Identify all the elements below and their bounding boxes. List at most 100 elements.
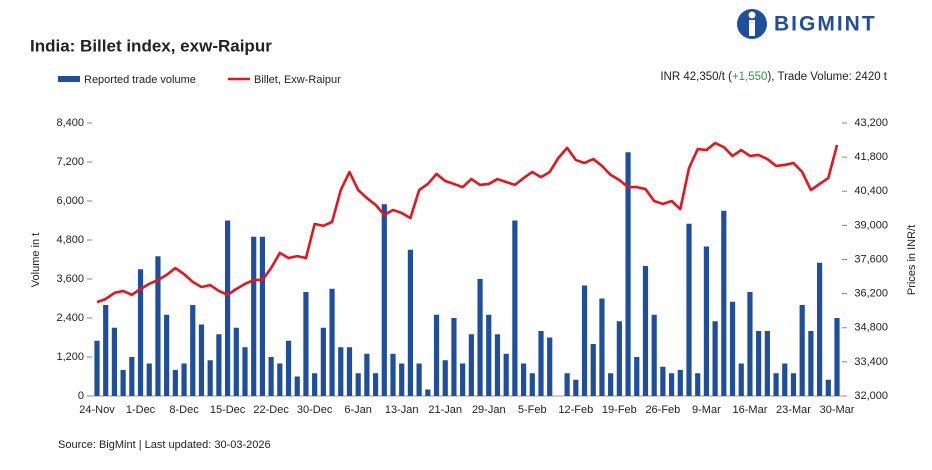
bar bbox=[494, 334, 501, 396]
bar bbox=[773, 373, 779, 396]
bar bbox=[164, 314, 170, 396]
bar bbox=[120, 370, 126, 396]
bar bbox=[695, 373, 701, 396]
bar bbox=[451, 318, 457, 396]
bar bbox=[294, 376, 300, 396]
logo-icon bbox=[737, 9, 767, 39]
bar bbox=[303, 292, 309, 396]
bar bbox=[599, 298, 605, 396]
y-tick-label: 1,200 bbox=[56, 351, 84, 363]
legend-swatch bbox=[58, 76, 80, 82]
x-tick-label: 5-Feb bbox=[518, 404, 547, 416]
bar bbox=[660, 366, 666, 396]
legend-label: Reported trade volume bbox=[84, 74, 196, 86]
bar bbox=[259, 236, 266, 396]
bar bbox=[329, 288, 335, 396]
y2-tick-label: 39,000 bbox=[854, 219, 888, 231]
bar bbox=[834, 318, 840, 396]
bar bbox=[590, 344, 596, 396]
bar bbox=[111, 327, 118, 396]
bar bbox=[172, 370, 178, 396]
bar bbox=[146, 363, 152, 396]
x-tick-label: 6-Jan bbox=[344, 404, 372, 416]
y2-tick-label: 33,400 bbox=[854, 356, 888, 368]
bar bbox=[277, 363, 283, 396]
legend-label: Billet, Exw-Raipur bbox=[254, 74, 341, 86]
brand: BIGMINT bbox=[774, 13, 877, 36]
bar bbox=[729, 301, 736, 396]
bar bbox=[808, 331, 814, 396]
source: Source: BigMint | Last updated: 30-03-20… bbox=[58, 439, 271, 451]
x-tick-label: 8-Dec bbox=[169, 404, 199, 416]
x-tick-label: 21-Jan bbox=[428, 404, 462, 416]
bar bbox=[825, 379, 831, 396]
x-tick-label: 9-Mar bbox=[692, 404, 721, 416]
bar bbox=[460, 363, 466, 396]
bar bbox=[224, 220, 231, 396]
y-tick-label: 8,400 bbox=[56, 117, 84, 129]
bar bbox=[137, 269, 144, 396]
bar bbox=[312, 373, 318, 396]
bar bbox=[564, 373, 570, 396]
y2-tick-label: 41,800 bbox=[854, 151, 888, 163]
annotation: INR 42,350/t (+1,550), Trade Volume: 242… bbox=[660, 71, 887, 83]
y2-axis-label: Prices in INR/t bbox=[906, 225, 918, 295]
bar bbox=[738, 363, 744, 396]
bar bbox=[346, 347, 353, 396]
bar bbox=[764, 331, 770, 396]
bar bbox=[242, 347, 248, 396]
bar bbox=[268, 357, 274, 396]
y-tick-label: 3,600 bbox=[56, 273, 84, 285]
y-tick-label: 0 bbox=[78, 390, 84, 402]
bar bbox=[442, 360, 448, 396]
bar bbox=[668, 373, 675, 396]
annotation-change: +1,550 bbox=[732, 71, 768, 83]
x-tick-label: 23-Mar bbox=[776, 404, 811, 416]
bar bbox=[581, 285, 588, 396]
y2-tick-label: 37,600 bbox=[854, 253, 888, 265]
bar bbox=[468, 334, 474, 396]
bar bbox=[103, 305, 109, 396]
bar bbox=[390, 353, 396, 396]
x-tick-label: 30-Dec bbox=[297, 404, 333, 416]
bar bbox=[198, 324, 205, 396]
annotation-part: INR 42,350/t ( bbox=[660, 71, 732, 83]
bar bbox=[207, 360, 213, 396]
bar bbox=[756, 331, 762, 396]
x-tick-label: 16-Mar bbox=[733, 404, 768, 416]
x-tick-label: 29-Jan bbox=[472, 404, 506, 416]
y-tick-label: 6,000 bbox=[56, 195, 84, 207]
bar bbox=[677, 370, 683, 396]
y2-tick-label: 40,400 bbox=[854, 185, 888, 197]
bar bbox=[816, 262, 823, 396]
bar bbox=[625, 152, 631, 396]
y2-tick-label: 36,200 bbox=[854, 288, 888, 300]
bar bbox=[538, 331, 544, 396]
bar bbox=[520, 363, 527, 396]
annotation-part: ), Trade Volume: 2420 t bbox=[767, 71, 887, 83]
y-axis-label: Volume in t bbox=[30, 233, 42, 287]
bar bbox=[425, 389, 431, 396]
bar bbox=[512, 220, 518, 396]
bar bbox=[233, 327, 239, 396]
bar bbox=[320, 327, 326, 396]
bar bbox=[747, 292, 753, 396]
bar bbox=[703, 246, 710, 396]
bar bbox=[285, 340, 292, 396]
bar bbox=[216, 334, 222, 396]
bar bbox=[573, 379, 579, 396]
y2-tick-label: 34,800 bbox=[854, 322, 888, 334]
bar bbox=[381, 204, 387, 396]
bar bbox=[651, 314, 657, 396]
bar bbox=[399, 363, 405, 396]
chart-title: India: Billet index, exw-Raipur bbox=[30, 36, 272, 55]
bar bbox=[155, 256, 161, 396]
y2-tick-label: 43,200 bbox=[854, 117, 888, 129]
x-tick-label: 24-Nov bbox=[79, 404, 115, 416]
bar bbox=[416, 363, 422, 396]
bar bbox=[782, 363, 788, 396]
bar bbox=[364, 353, 370, 396]
bar bbox=[634, 357, 640, 396]
bar bbox=[529, 373, 535, 396]
x-tick-label: 26-Feb bbox=[645, 404, 680, 416]
